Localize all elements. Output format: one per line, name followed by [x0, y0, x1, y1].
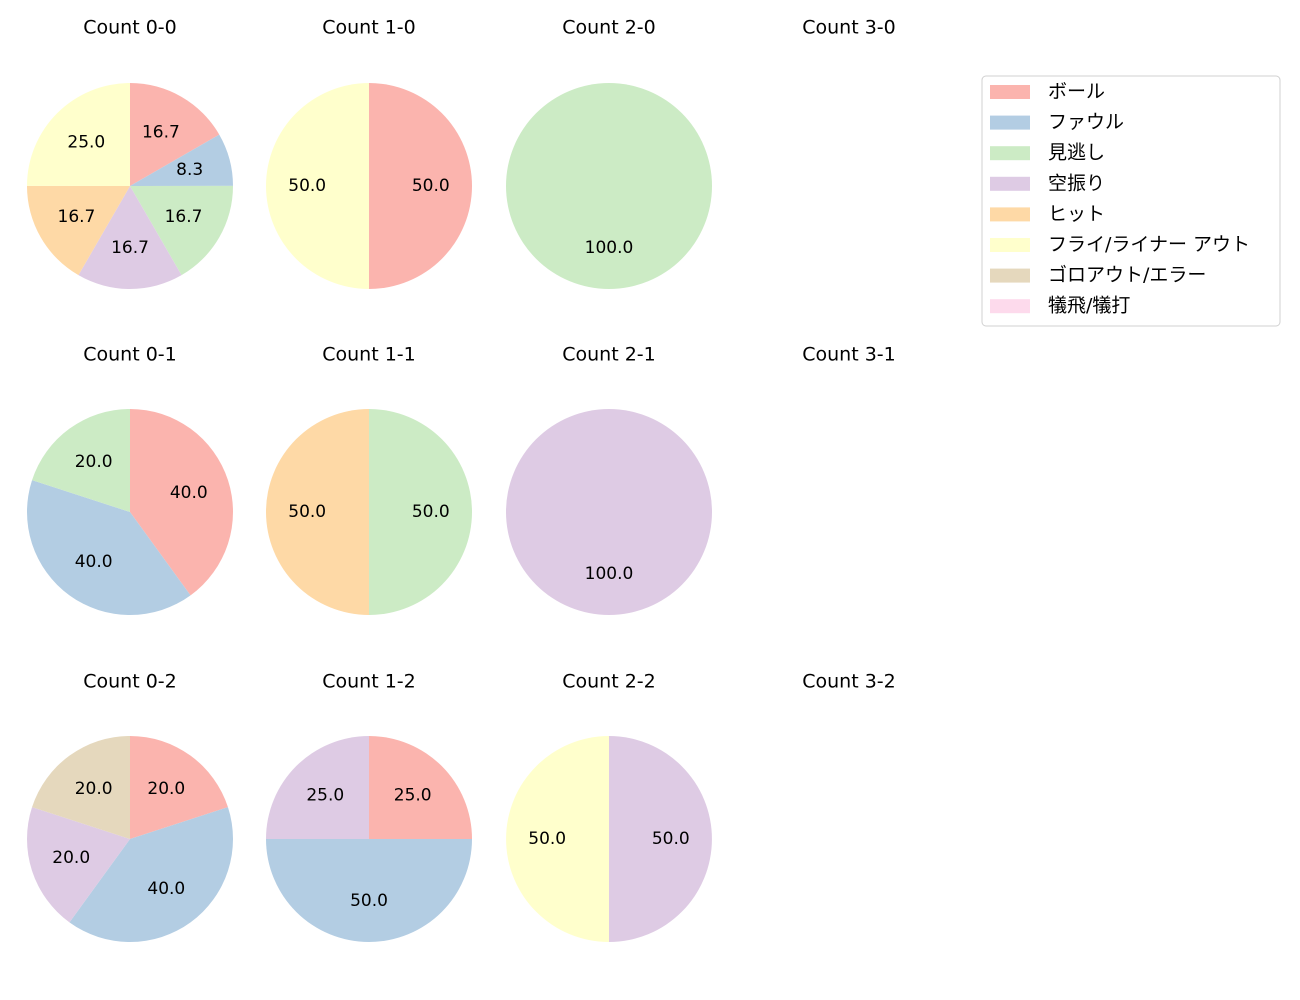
value-label: 50.0: [412, 176, 450, 196]
chart-title: Count 2-0: [562, 17, 656, 39]
value-label: 25.0: [306, 785, 344, 805]
legend-swatch: [990, 207, 1030, 222]
value-label: 25.0: [394, 785, 432, 805]
value-label: 16.7: [111, 238, 149, 258]
legend-swatch: [990, 238, 1030, 252]
value-label: 20.0: [147, 779, 185, 799]
legend-label: ゴロアウト/エラー: [1048, 264, 1206, 286]
legend-label: フライ/ライナー アウト: [1048, 234, 1250, 256]
chart-title: Count 2-2: [562, 671, 656, 693]
chart-title: Count 1-2: [322, 671, 416, 693]
pie-slice: [266, 839, 472, 942]
legend-label: 見逃し: [1048, 142, 1105, 164]
pie-slice: [506, 409, 712, 615]
legend-label: 空振り: [1048, 172, 1105, 194]
value-label: 16.7: [165, 207, 203, 227]
pie-slice: [266, 736, 369, 839]
value-label: 16.7: [142, 122, 180, 142]
pie-slice: [32, 736, 130, 839]
pie-slice: [32, 409, 130, 512]
legend-box: [981, 75, 1281, 327]
chart-title: Count 0-1: [83, 344, 177, 366]
value-label: 100.0: [585, 564, 634, 584]
value-label: 25.0: [67, 132, 105, 152]
pie-slice: [506, 736, 609, 942]
legend-label: ボール: [1048, 81, 1105, 103]
pie-slice: [266, 409, 369, 615]
value-label: 50.0: [528, 829, 566, 849]
pie-slice: [27, 480, 191, 615]
pie-slice: [69, 807, 233, 942]
pie-slice: [130, 409, 233, 596]
legend-label: ヒット: [1048, 203, 1105, 225]
chart-title: Count 0-0: [83, 17, 177, 39]
chart-title: Count 0-2: [83, 671, 177, 693]
value-label: 50.0: [288, 176, 326, 196]
chart-title: Count 2-1: [562, 344, 656, 366]
pie-slice: [369, 736, 472, 839]
chart-title: Count 3-1: [802, 344, 896, 366]
value-label: 40.0: [170, 483, 208, 503]
pie-slice: [506, 83, 712, 289]
pie-slice: [130, 83, 220, 186]
value-label: 16.7: [58, 207, 96, 227]
value-label: 50.0: [652, 829, 690, 849]
legend-swatch: [990, 299, 1030, 314]
legend-label: ファウル: [1048, 111, 1124, 133]
value-label: 50.0: [288, 502, 326, 522]
legend-label: 犠飛/犠打: [1048, 295, 1130, 317]
legend-swatch: [990, 268, 1030, 283]
pie-slice: [130, 185, 233, 276]
legend-swatch: [990, 176, 1030, 191]
pie-slice: [27, 185, 131, 276]
legend-swatch: [990, 85, 1030, 99]
chart-title: Count 1-0: [322, 17, 416, 39]
value-label: 50.0: [412, 502, 450, 522]
value-label: 20.0: [75, 452, 113, 472]
pie-slice: [27, 83, 131, 186]
legend-swatch: [990, 146, 1030, 161]
pie-slice: [266, 83, 369, 289]
pie-slice: [369, 409, 472, 615]
pie-slice: [130, 736, 228, 839]
value-label: 40.0: [75, 552, 113, 572]
value-label: 20.0: [75, 779, 113, 799]
pie-slice: [130, 134, 233, 186]
chart-title: Count 3-0: [802, 17, 896, 39]
chart-title: Count 3-2: [802, 671, 896, 693]
pie-slice: [369, 83, 472, 289]
pie-slice: [26, 807, 131, 923]
pie-slice: [78, 186, 182, 290]
value-label: 20.0: [52, 848, 90, 868]
pie-slice: [609, 736, 712, 942]
value-label: 8.3: [176, 160, 203, 180]
value-label: 100.0: [585, 238, 634, 258]
value-label: 50.0: [350, 891, 388, 911]
legend-swatch: [990, 115, 1030, 130]
value-label: 40.0: [147, 879, 185, 899]
chart-title: Count 1-1: [322, 344, 416, 366]
